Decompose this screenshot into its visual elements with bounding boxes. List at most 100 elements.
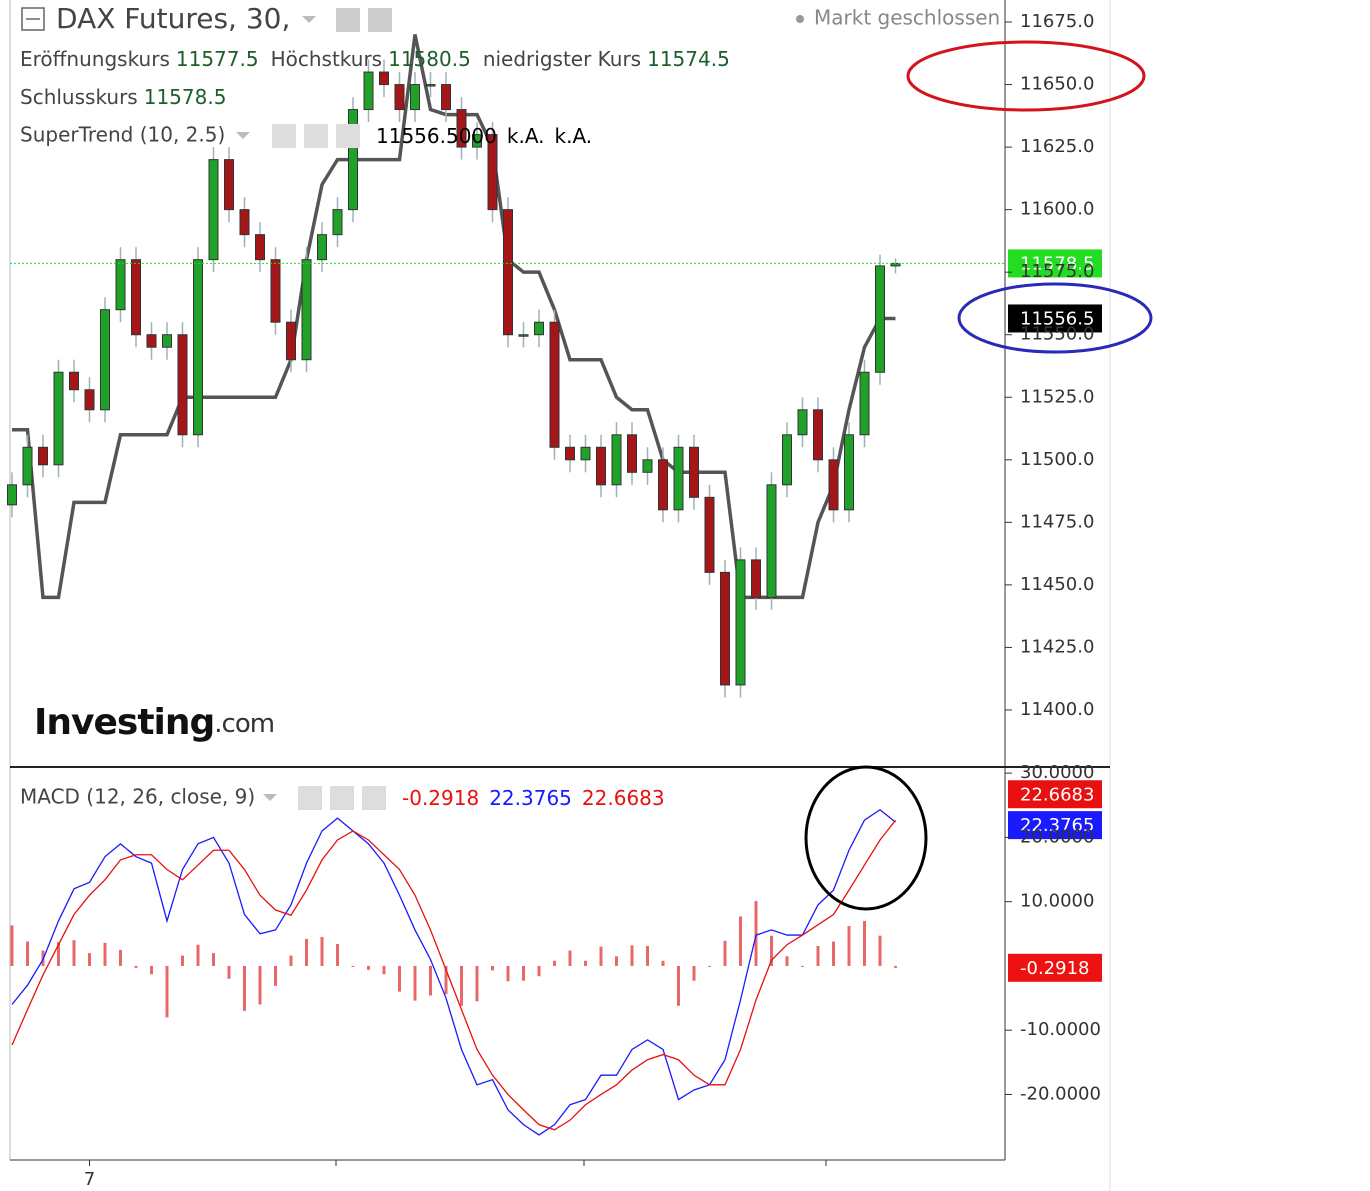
histogram-bar [708,965,711,967]
series-badge-bg [1008,780,1102,809]
candle-body [100,309,110,411]
histogram-bar [832,941,835,966]
histogram-bar [770,935,773,966]
histogram-bar [553,960,556,966]
eye-button[interactable] [298,786,322,810]
candle-body [859,371,870,436]
remove-button[interactable] [362,786,386,810]
histogram-bar [661,960,665,966]
candle-body [332,209,343,236]
chart-title: DAX Futures, 30, [56,2,290,35]
eye-button[interactable] [336,8,360,32]
y-tick-label: 11625.0 [1020,136,1094,157]
histogram-bar [754,901,758,966]
candle-body [518,334,529,337]
histogram-bar [863,920,866,966]
last-price-badge-bg [1008,249,1102,278]
annotation-ellipse [804,765,928,911]
candle-body [549,321,560,448]
candle-body [255,234,265,261]
candle-body [270,259,281,323]
candle-body [596,446,606,486]
remove-button[interactable] [336,124,360,148]
histogram-bar [615,956,618,966]
candle-body [611,434,622,486]
settings-button[interactable] [330,786,354,810]
candle-body [844,434,854,511]
settings-button[interactable] [304,124,328,148]
candle-body [348,109,358,211]
watermark-suffix: .com [214,709,274,739]
histogram-bar [336,944,339,966]
histogram-bar [227,965,231,979]
status-dot [796,15,804,23]
dropdown[interactable] [263,794,277,801]
plot [7,34,1005,1136]
y-tick-label: 11650.0 [1020,74,1094,95]
histogram-bar [506,965,510,982]
signal-value: 22.6683 [582,786,665,810]
dropdown[interactable] [236,132,250,139]
y-tick-label: 11525.0 [1020,386,1094,407]
candle-body [735,559,746,686]
low-value: 11574.5 [647,47,730,71]
close-label: Schlusskurs [20,85,138,109]
histogram-bar [181,955,184,966]
histogram-bar [584,960,587,966]
market-status: Markt geschlossen [814,6,1000,30]
candle-body [642,459,653,473]
candle-body [301,259,312,361]
close-legend: Schlusskurs 11578.5 [20,85,226,109]
histogram-bar [103,942,107,966]
collapse-button[interactable] [21,7,45,31]
candle-body [828,459,839,511]
candle-body [720,571,730,686]
series-badge: 22.3765 [1020,815,1094,836]
candle-body [239,209,250,236]
histogram-bar [460,965,463,1006]
y-tick-label: 11600.0 [1020,199,1094,220]
histogram-bar [816,946,820,966]
histogram-bar [475,965,479,1002]
histogram-bar [57,942,60,966]
histogram-bar [444,965,448,995]
histogram-bar [739,916,742,966]
y-tick-label: 11575.0 [1020,261,1094,282]
candle-body [146,334,157,348]
candle-body [751,559,761,598]
eye-button[interactable] [272,124,296,148]
annotation-ellipse [906,40,1146,112]
dropdown[interactable] [302,16,316,23]
candle-body [580,446,591,461]
last-price-badge: 11578.5 [1020,253,1094,274]
histogram-bar [677,965,680,1006]
candle-body [441,84,451,111]
settings-button[interactable] [368,8,392,32]
candle-body [782,434,792,486]
candle-body [704,496,715,573]
y-tick-label: 10.0000 [1020,891,1094,912]
macd-title: MACD (12, 26, close, 9) [20,785,255,809]
histogram-bar [646,946,649,966]
macd-value: 22.3765 [489,786,572,810]
candle-body [627,434,637,473]
y-tick-label: 11550.0 [1020,324,1094,345]
series-badge-bg [1008,811,1102,840]
watermark: Investing.com [34,702,274,743]
candle-body [208,159,219,261]
candle-body [224,159,234,211]
histogram-bar [537,965,541,977]
candle-body [673,446,684,511]
histogram-bar [692,965,696,981]
candle-body [797,409,808,436]
histogram-bar [491,965,494,971]
histogram-bar [847,926,851,966]
annotation-ellipse [957,282,1153,354]
histogram-bar [150,965,153,975]
y-tick-label: 30.0000 [1020,762,1094,783]
candle-body [115,259,126,311]
macd-line [11,808,896,1136]
candle-body [84,389,95,411]
indicator-name: SuperTrend (10, 2.5) [20,123,225,147]
histogram-bar [88,953,91,966]
